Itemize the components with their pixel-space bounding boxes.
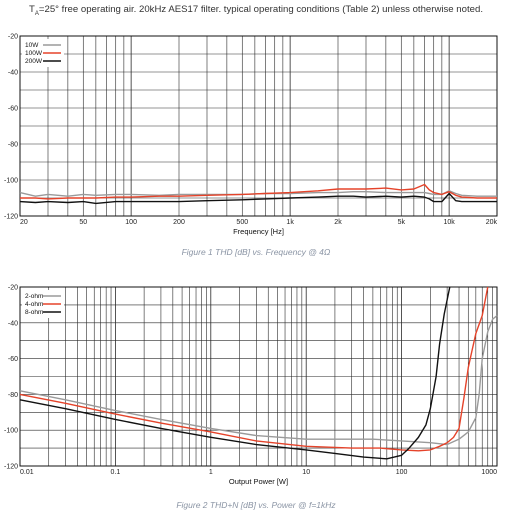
chart1-xtick-6: 2k	[334, 219, 342, 226]
chart1-legend-label-0: 10W	[25, 42, 39, 49]
header-text-pre: T	[29, 4, 35, 15]
chart1-ytick-0: -20	[8, 34, 18, 41]
chart1-series-200w	[19, 192, 497, 205]
chart1-ytick-4: -100	[4, 178, 18, 185]
chart2-ytick-2: -60	[8, 356, 18, 363]
chart1-legend-label-2: 200W	[25, 58, 43, 65]
chart2-ytick-4: -100	[4, 428, 18, 435]
chart1-series-100w	[20, 183, 497, 200]
header-subscript: A	[34, 10, 39, 17]
chart2-xlabel: Output Power [W]	[229, 477, 288, 486]
chart2-ytick-3: -80	[8, 392, 18, 399]
chart1-xtick-4: 500	[236, 219, 248, 226]
chart1-ytick-1: -40	[8, 70, 18, 77]
header-text-post: =25° free operating air. 20kHz AES17 fil…	[38, 4, 483, 15]
chart1-xtick-5: 1k	[286, 219, 294, 226]
chart1-xtick-3: 200	[173, 219, 185, 226]
chart2-grid	[19, 286, 498, 467]
chart2-xtick-4: 100	[396, 469, 408, 476]
chart1-xlabel: Frequency [Hz]	[233, 227, 284, 236]
chart2-xtick-1: 0.1	[111, 469, 121, 476]
chart1-xtick-7: 5k	[398, 219, 406, 226]
conditions-header: TA=25° free operating air. 20kHz AES17 f…	[0, 4, 512, 17]
chart2-xtick-2: 1	[209, 469, 213, 476]
chart2-xtick-5: 1000	[481, 469, 497, 476]
chart1-xtick-9: 20k	[486, 219, 498, 226]
chart1-legend-label-1: 100W	[25, 50, 43, 57]
chart2-legend-label-2: 8-ohm	[25, 309, 43, 316]
chart2-xtick-0: 0.01	[20, 469, 34, 476]
chart1-xtick-8: 10k	[443, 219, 455, 226]
chart2-ytick-1: -40	[8, 320, 18, 327]
chart2-legend-label-1: 4-ohm	[25, 301, 43, 308]
figure-2-caption: Figure 2 THD+N [dB] vs. Power @ f=1kHz	[176, 500, 336, 510]
chart2-xtick-3: 10	[302, 469, 310, 476]
chart1-frame	[19, 35, 498, 217]
chart2-ytick-0: -20	[8, 285, 18, 292]
chart1-xtick-0: 20	[20, 219, 28, 226]
figure-1-caption: Figure 1 THD [dB] vs. Frequency @ 4Ω	[181, 247, 331, 257]
chart2-series-8-ohm	[19, 286, 451, 460]
chart1-ytick-5: -120	[4, 214, 18, 221]
chart2-series-2-ohm	[19, 315, 498, 446]
chart2-ytick-5: -120	[4, 464, 18, 471]
chart2-series-4-ohm	[19, 286, 489, 452]
chart1-xtick-1: 50	[79, 219, 87, 226]
chart1-ytick-2: -60	[8, 106, 18, 113]
chart2-frame	[19, 286, 498, 467]
chart1-xtick-2: 100	[125, 219, 137, 226]
chart1-ytick-3: -80	[8, 142, 18, 149]
chart2-legend-label-0: 2-ohm	[25, 293, 43, 300]
